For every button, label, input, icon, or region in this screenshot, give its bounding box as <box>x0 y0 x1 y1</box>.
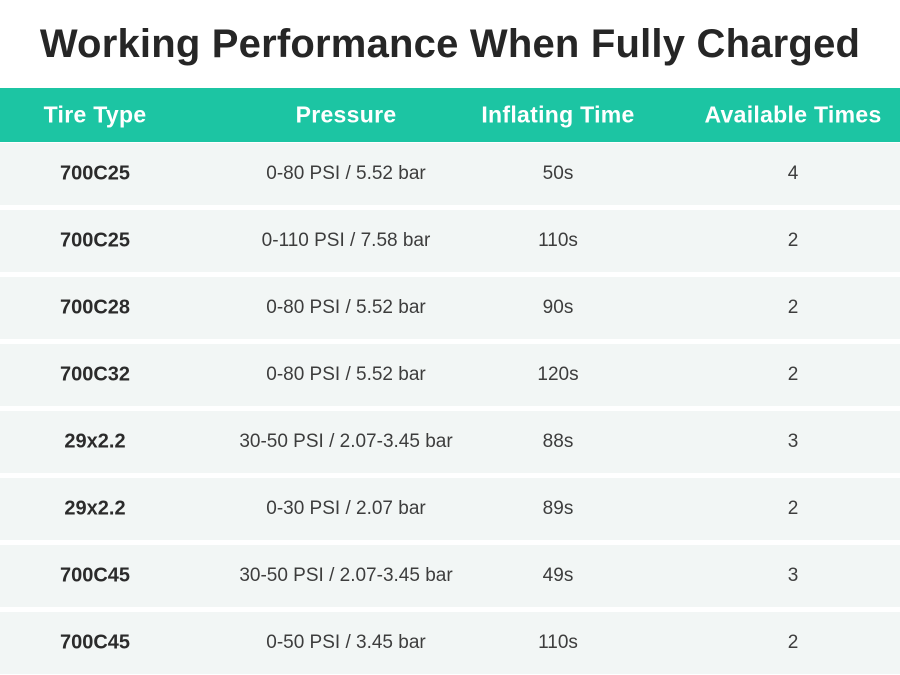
cell-tire-type: 700C45 <box>59 631 131 654</box>
cell-inflating-time: 49s <box>542 565 574 586</box>
cell-pressure: 0-110 PSI / 7.58 bar <box>261 230 431 251</box>
column-header-inflating-time: Inflating Time <box>481 101 635 128</box>
table-row: 29x2.2 30-50 PSI / 2.07-3.45 bar 88s 3 <box>0 411 900 473</box>
table-row: 700C45 30-50 PSI / 2.07-3.45 bar 49s 3 <box>0 545 900 607</box>
cell-available-times: 2 <box>787 364 799 385</box>
page-title: Working Performance When Fully Charged <box>39 21 861 66</box>
cell-pressure: 0-80 PSI / 5.52 bar <box>266 364 426 385</box>
cell-tire-type: 700C32 <box>59 363 131 386</box>
table-row: 700C25 0-80 PSI / 5.52 bar 50s 4 <box>0 143 900 205</box>
table-body: 700C25 0-80 PSI / 5.52 bar 50s 4 700C25 … <box>0 143 900 675</box>
cell-pressure: 0-80 PSI / 5.52 bar <box>266 163 426 184</box>
cell-pressure: 30-50 PSI / 2.07-3.45 bar <box>239 565 453 586</box>
cell-inflating-time: 110s <box>538 632 578 653</box>
cell-inflating-time: 50s <box>542 163 574 184</box>
table-row: 700C45 0-50 PSI / 3.45 bar 110s 2 <box>0 612 900 674</box>
cell-available-times: 4 <box>787 163 799 184</box>
cell-available-times: 2 <box>787 230 799 251</box>
cell-pressure: 0-80 PSI / 5.52 bar <box>266 297 426 318</box>
table-row: 29x2.2 0-30 PSI / 2.07 bar 89s 2 <box>0 478 900 540</box>
cell-inflating-time: 90s <box>542 297 574 318</box>
cell-inflating-time: 120s <box>537 364 579 385</box>
cell-available-times: 3 <box>787 431 799 452</box>
cell-tire-type: 700C28 <box>59 296 131 319</box>
cell-inflating-time: 110s <box>538 230 578 251</box>
cell-inflating-time: 89s <box>542 498 574 519</box>
cell-available-times: 2 <box>787 498 799 519</box>
title-band: Working Performance When Fully Charged <box>0 0 900 88</box>
cell-pressure: 0-50 PSI / 3.45 bar <box>266 632 426 653</box>
cell-available-times: 3 <box>787 565 799 586</box>
cell-inflating-time: 88s <box>542 431 574 452</box>
cell-pressure: 30-50 PSI / 2.07-3.45 bar <box>239 431 453 452</box>
column-header-tire-type: Tire Type <box>43 101 147 128</box>
cell-available-times: 2 <box>787 297 799 318</box>
column-header-available-times: Available Times <box>704 101 882 128</box>
cell-available-times: 2 <box>787 632 799 653</box>
cell-tire-type: 700C45 <box>59 564 131 587</box>
table-row: 700C32 0-80 PSI / 5.52 bar 120s 2 <box>0 344 900 406</box>
table-row: 700C28 0-80 PSI / 5.52 bar 90s 2 <box>0 277 900 339</box>
cell-pressure: 0-30 PSI / 2.07 bar <box>266 498 426 519</box>
cell-tire-type: 29x2.2 <box>64 497 126 520</box>
column-header-pressure: Pressure <box>295 101 397 128</box>
cell-tire-type: 29x2.2 <box>64 430 126 453</box>
table-row: 700C25 0-110 PSI / 7.58 bar 110s 2 <box>0 210 900 272</box>
table-header-row: Tire Type Pressure Inflating Time Availa… <box>0 88 900 142</box>
cell-tire-type: 700C25 <box>59 229 131 252</box>
cell-tire-type: 700C25 <box>59 162 131 185</box>
